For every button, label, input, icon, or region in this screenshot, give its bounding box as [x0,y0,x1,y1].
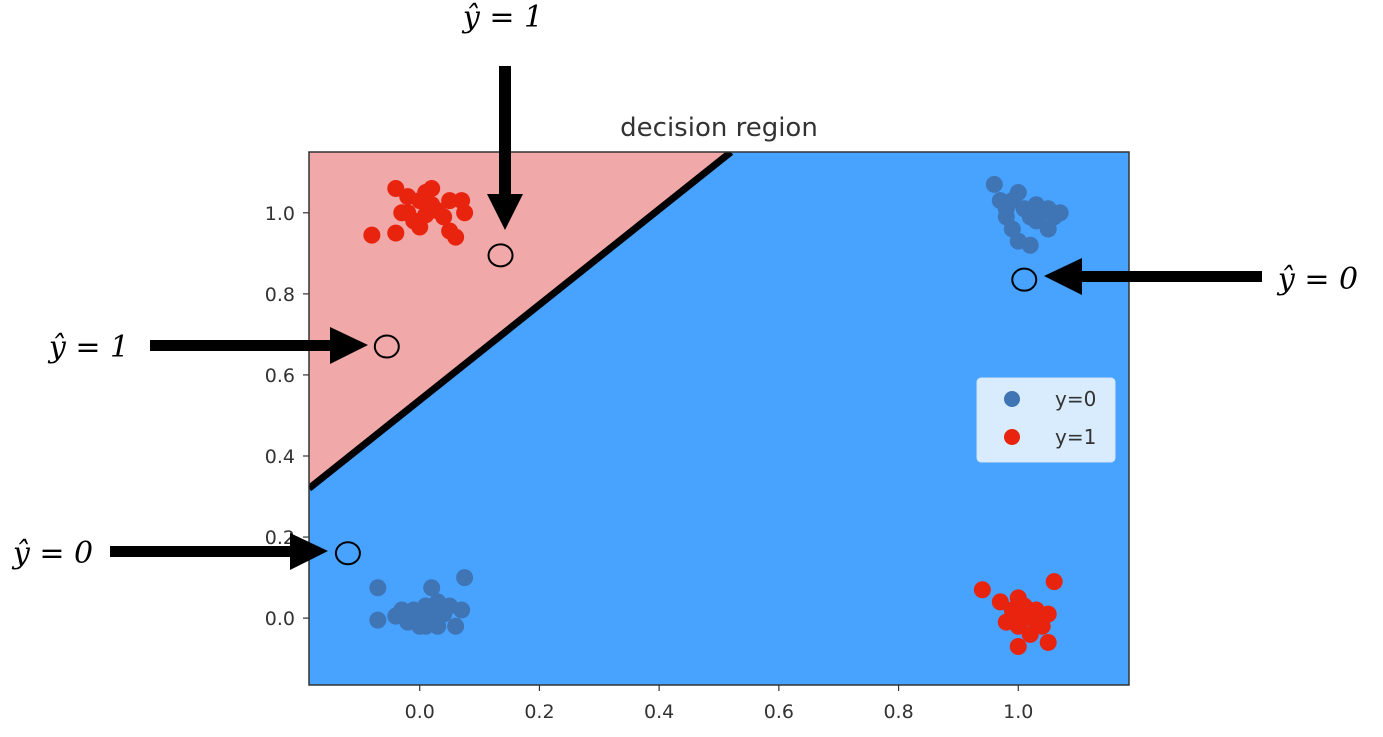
scatter-point-y0-20 [985,175,1003,193]
x-tick-label-3: 0.6 [764,701,794,723]
scatter-point-y1-35 [1003,611,1021,629]
annotation-label-left-bottom: ŷ = 0 [11,536,93,571]
x-tick-label-0: 0.0 [405,701,435,723]
x-tick-label-4: 0.8 [883,701,913,723]
scatter-point-y0-1 [369,611,387,629]
scatter-point-y1-37 [1027,613,1045,631]
legend-marker-y1 [1004,429,1020,445]
scatter-point-y0-18 [399,609,417,627]
scatter-point-y1-14 [441,192,459,210]
scatter-point-y0-33 [1051,204,1069,222]
scatter-point-y1-0 [363,226,381,244]
scatter-point-y0-16 [453,601,471,619]
x-axis: 0.0 0.2 0.4 0.6 0.8 1.0 [405,685,1033,723]
annotation-arrows [110,66,1262,570]
legend-label-y0: y=0 [1055,387,1096,411]
arrow-left-right [1044,258,1262,295]
scatter-point-y1-34 [1045,573,1063,591]
scatter-point-y0-35 [1021,236,1039,254]
legend: y=0 y=1 [976,377,1116,463]
scatter-point-y0-19 [417,617,435,635]
decision-boundary-line [309,152,734,492]
chart-title: decision region [620,113,818,143]
annotation-label-right: ŷ = 0 [1276,262,1358,297]
scatter-point-y1-19 [399,204,417,222]
annotation-label-left-middle: ŷ = 1 [47,330,129,365]
scatter-point-y0-9 [423,579,441,597]
scatter-point-y0-17 [456,569,474,587]
y-tick-label-3: 0.6 [265,365,295,387]
y-tick-label-4: 0.8 [265,284,295,306]
legend-marker-y0 [1004,391,1020,407]
scatter-point-y0-37 [1027,196,1045,214]
x-tick-label-2: 0.4 [644,701,674,723]
legend-label-y1: y=1 [1055,425,1096,449]
scatter-point-y1-16 [447,228,465,246]
scatter-point-y1-13 [435,208,453,226]
query-point-3 [334,541,361,566]
scatter-point-y1-32 [1039,605,1057,623]
arrow-down-top [487,66,523,230]
scatter-point-y0-25 [1009,184,1027,202]
scatter-point-y1-33 [1039,633,1057,651]
scatter-point-y0-36 [997,200,1015,218]
scatter-point-y1-2 [387,224,405,242]
scatter-point-y1-20 [973,581,991,599]
query-point-1 [373,334,400,359]
x-tick-label-1: 0.2 [524,701,554,723]
arrow-right-bottom [110,533,328,570]
scatter-point-y1-18 [456,204,474,222]
y-tick-label-5: 1.0 [265,203,295,225]
scatter-point-y1-21 [991,593,1009,611]
query-point-2 [1011,267,1038,292]
scatter-point-y1-1 [387,179,405,197]
y-tick-label-0: 0.0 [265,608,295,630]
scatter-points [363,175,1069,655]
scatter-point-y0-15 [447,617,465,635]
arrow-right-middle [150,327,368,364]
query-point-0 [487,243,514,268]
scatter-point-y0-0 [369,579,387,597]
y-axis: 0.0 0.2 0.4 0.6 0.8 1.0 [265,203,309,630]
query-points [334,243,1038,566]
annotation-label-top: ŷ = 1 [461,0,543,35]
y-tick-label-2: 0.4 [265,446,295,468]
scatter-point-y1-36 [1009,637,1027,655]
scatter-point-y1-11 [423,179,441,197]
x-tick-label-5: 1.0 [1003,701,1033,723]
y-tick-label-1: 0.2 [265,527,295,549]
plot-frame [308,151,1130,686]
